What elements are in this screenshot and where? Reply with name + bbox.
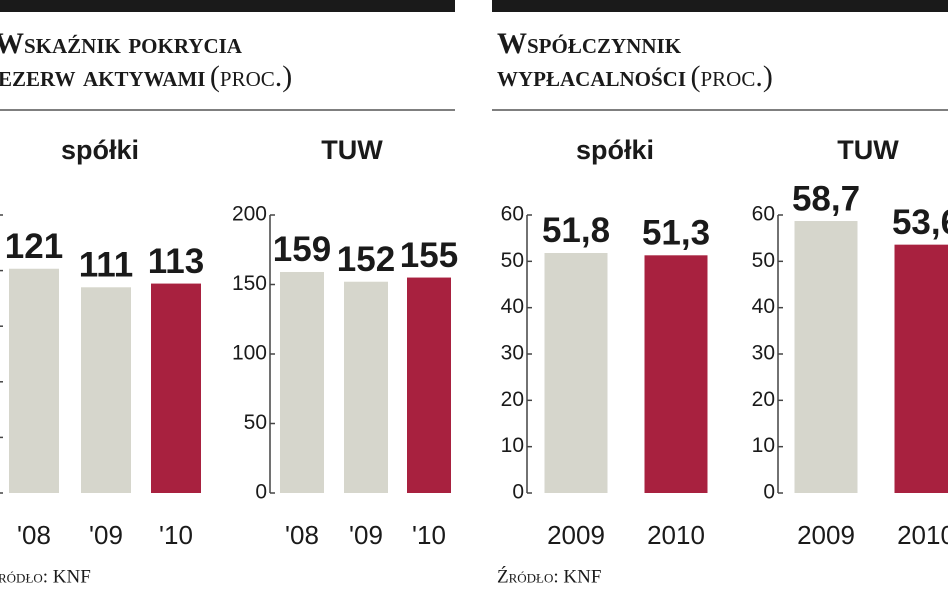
x-tick-label: 2010 bbox=[647, 520, 705, 550]
y-tick-label: 20 bbox=[501, 388, 524, 411]
y-tick-label: 30 bbox=[752, 342, 775, 365]
chart-title: spółki bbox=[576, 135, 654, 165]
y-tick-label: 10 bbox=[752, 434, 775, 457]
unit: (proc.) bbox=[210, 60, 292, 93]
x-tick-label: '09 bbox=[349, 520, 383, 550]
y-tick-label: 200 bbox=[232, 203, 267, 226]
heading: ezerw aktywami (proc.) bbox=[0, 60, 292, 93]
bar bbox=[894, 244, 948, 493]
chart-title: spółki bbox=[61, 135, 139, 165]
value-label: 51,3 bbox=[642, 214, 710, 253]
y-tick-label: 100 bbox=[232, 342, 267, 365]
unit: (proc.) bbox=[690, 60, 772, 93]
panel-bar bbox=[0, 0, 455, 12]
value-label: 51,8 bbox=[542, 211, 610, 250]
y-tick-label: 40 bbox=[752, 295, 775, 318]
bar bbox=[81, 287, 131, 493]
heading: wypłacalności bbox=[497, 60, 686, 93]
source: Źródło: KNF bbox=[497, 565, 601, 587]
y-tick-label: 40 bbox=[501, 295, 524, 318]
source: ródło: KNF bbox=[0, 566, 91, 587]
bar bbox=[280, 271, 324, 493]
y-tick-label: 20 bbox=[752, 388, 775, 411]
bar bbox=[151, 283, 201, 493]
value-label: 53,6 bbox=[892, 203, 948, 242]
heading: wypłacalności (proc.) bbox=[497, 60, 773, 93]
x-tick-label: 2010 bbox=[897, 520, 948, 550]
y-tick-label: 50 bbox=[501, 249, 524, 272]
chart-title: TUW bbox=[321, 135, 383, 165]
x-tick-label: '10 bbox=[412, 520, 446, 550]
x-tick-label: '08 bbox=[285, 520, 319, 550]
bar bbox=[794, 221, 858, 494]
x-tick-label: '09 bbox=[89, 520, 123, 550]
value-label: 152 bbox=[337, 240, 395, 279]
y-tick-label: 0 bbox=[512, 481, 524, 504]
value-label: 159 bbox=[273, 230, 331, 269]
y-tick-label: 150 bbox=[232, 272, 267, 295]
y-tick-label: 50 bbox=[752, 249, 775, 272]
y-tick-label: 50 bbox=[244, 411, 267, 434]
bar bbox=[644, 255, 708, 493]
bar bbox=[9, 268, 59, 493]
value-label: 58,7 bbox=[792, 179, 860, 218]
heading: ezerw aktywami bbox=[0, 60, 205, 93]
bar bbox=[407, 277, 451, 493]
x-tick-label: '08 bbox=[17, 520, 51, 550]
value-label: 121 bbox=[5, 227, 63, 266]
x-tick-label: '10 bbox=[159, 520, 193, 550]
value-label: 155 bbox=[400, 236, 458, 275]
bar bbox=[344, 281, 388, 493]
chart-title: TUW bbox=[837, 135, 899, 165]
value-label: 111 bbox=[79, 246, 134, 285]
y-tick-label: 30 bbox=[501, 342, 524, 365]
y-tick-label: 0 bbox=[763, 481, 775, 504]
heading: Współczynnik bbox=[497, 27, 682, 60]
heading: Wskaźnik pokrycia bbox=[0, 27, 243, 60]
x-tick-label: 2009 bbox=[797, 520, 855, 550]
y-tick-label: 60 bbox=[752, 203, 775, 226]
y-tick-label: 10 bbox=[501, 434, 524, 457]
value-label: 113 bbox=[148, 242, 204, 281]
y-tick-label: 60 bbox=[501, 203, 524, 226]
panel-bar bbox=[492, 0, 948, 12]
bar bbox=[544, 252, 608, 493]
y-tick-label: 0 bbox=[255, 481, 267, 504]
x-tick-label: 2009 bbox=[547, 520, 605, 550]
